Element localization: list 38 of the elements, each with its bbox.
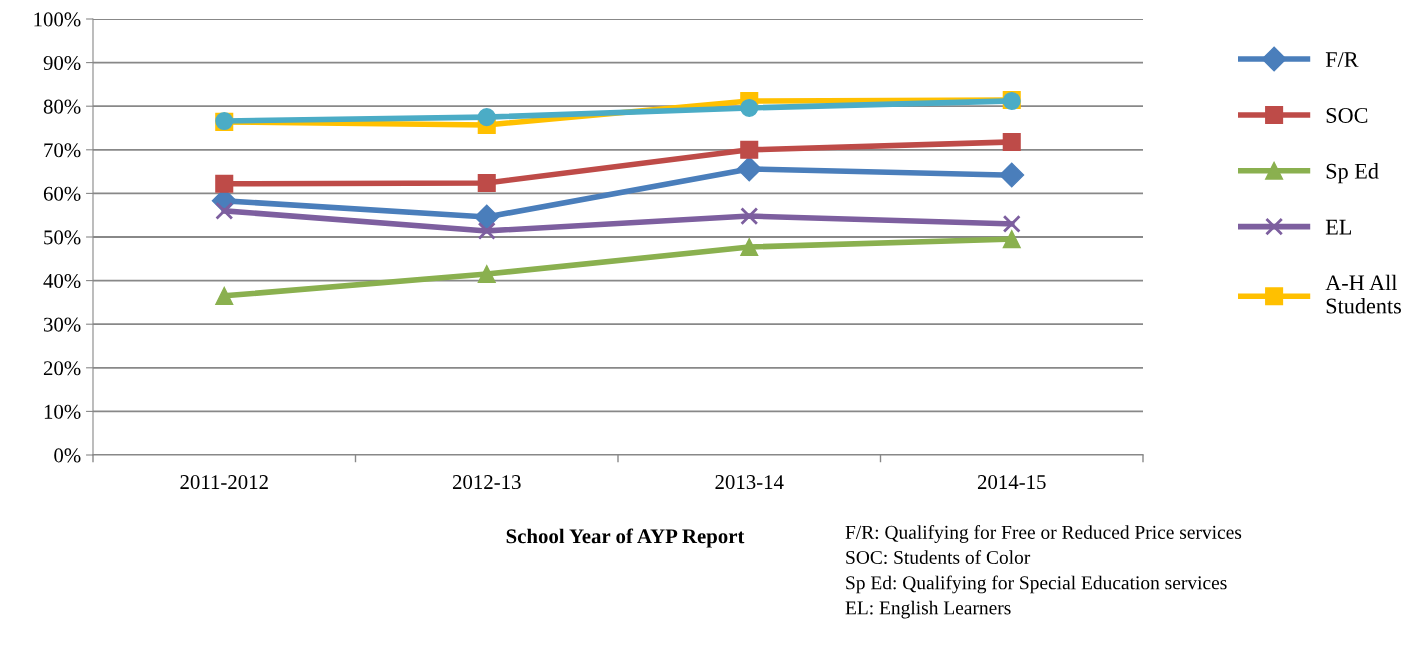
point (1002, 132, 1021, 151)
y-tick-label: 60% (43, 186, 81, 201)
y-tick-label: 20% (43, 361, 81, 376)
y-tick-label: 0% (54, 448, 81, 463)
point (740, 140, 759, 159)
y-tick-label: 90% (43, 55, 81, 71)
legend-label: EL (1325, 219, 1352, 235)
y-tick-label: 70% (44, 143, 81, 158)
text: F/R: Qualifying for Free or Reduced Price services SOC: Students of Color Sp Ed: Qualifying for Special Education services EL: English Learners (845, 525, 1242, 619)
point (1002, 214, 1021, 233)
legend-label: A-H All Students (1325, 274, 1401, 314)
x-tick-label: 2014-15 (977, 475, 1046, 490)
x-axis-title: School Year of AYP Report (506, 528, 745, 548)
y-tick-label: 80% (43, 99, 81, 114)
point (477, 265, 496, 284)
point (740, 207, 759, 226)
legend-label: SOC (1326, 107, 1368, 123)
y-tick-label: 100% (34, 12, 81, 27)
point (215, 174, 234, 193)
x-tick-label: 2011-2012 (180, 475, 268, 490)
legend-label: Sp Ed (1326, 163, 1379, 184)
point (477, 221, 496, 240)
point (740, 237, 759, 257)
point (474, 204, 500, 230)
point (1002, 230, 1021, 249)
y-tick-label: 40% (43, 273, 81, 289)
y-tick-label: 10% (44, 404, 81, 419)
point (477, 173, 496, 192)
point (999, 162, 1025, 188)
y-tick-label: 50% (44, 230, 81, 245)
point (736, 156, 762, 182)
y-tick-label: 30% (44, 317, 81, 332)
point (477, 108, 496, 127)
point (215, 286, 234, 305)
point (740, 98, 759, 117)
legend-label: F/R (1325, 52, 1359, 68)
x-tick-label: 2012-13 (452, 475, 521, 490)
x-tick-label: 2013-14 (715, 475, 784, 490)
